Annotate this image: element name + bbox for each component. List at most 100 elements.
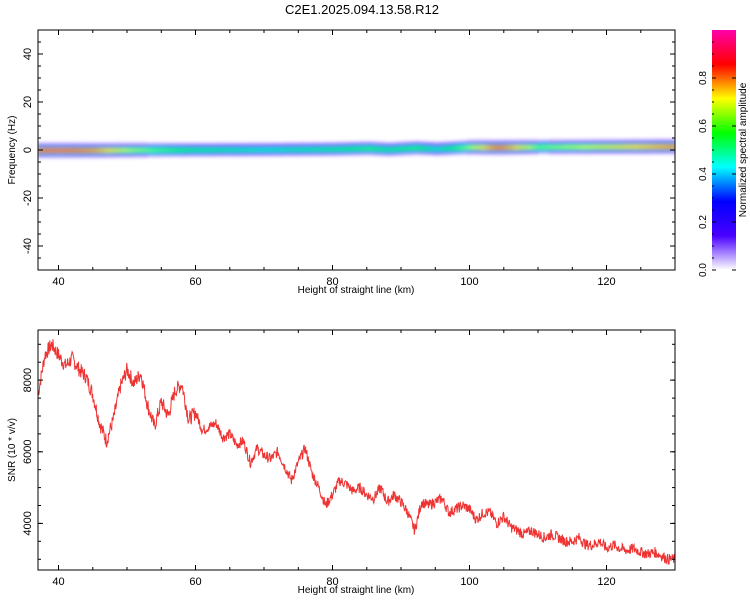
heatmap-cell bbox=[493, 148, 498, 151]
heatmap-cell bbox=[496, 141, 501, 144]
heatmap-cell bbox=[216, 151, 221, 153]
heatmap-cell bbox=[72, 151, 77, 154]
heatmap-cell bbox=[596, 147, 601, 149]
heatmap-cell bbox=[544, 144, 549, 147]
heatmap-cell bbox=[401, 148, 405, 151]
heatmap-cell bbox=[44, 151, 49, 154]
heatmap-cell bbox=[322, 150, 327, 153]
heatmap-cell bbox=[496, 150, 501, 152]
heatmap-cell bbox=[260, 143, 265, 146]
heatmap-cell bbox=[373, 146, 378, 149]
heatmap-cell bbox=[592, 139, 597, 142]
heatmap-cell bbox=[147, 146, 152, 149]
heatmap-cell bbox=[92, 148, 97, 150]
heatmap-cell bbox=[277, 146, 282, 148]
heatmap-cell bbox=[466, 147, 471, 150]
heatmap-cell bbox=[188, 152, 193, 155]
heatmap-cell bbox=[633, 140, 638, 143]
heatmap-cell bbox=[538, 146, 542, 148]
heatmap-cell bbox=[575, 145, 580, 148]
heatmap-cell bbox=[308, 148, 313, 151]
heatmap-cell bbox=[455, 150, 460, 153]
heatmap-cell bbox=[325, 150, 330, 153]
heatmap-cell bbox=[603, 144, 608, 147]
heatmap-cell bbox=[579, 147, 584, 149]
heatmap-cell bbox=[164, 144, 169, 146]
heatmap-cell bbox=[425, 148, 429, 151]
heatmap-cell bbox=[209, 144, 214, 146]
heatmap-cell bbox=[123, 145, 128, 148]
heatmap-cell bbox=[281, 143, 286, 146]
heatmap-cell bbox=[664, 139, 669, 142]
heatmap-cell bbox=[123, 148, 128, 150]
heatmap-cell bbox=[531, 149, 536, 152]
heatmap-cell bbox=[671, 151, 675, 154]
heatmap-cell bbox=[524, 149, 529, 152]
heatmap-cell bbox=[507, 148, 512, 151]
heatmap-cell bbox=[401, 142, 405, 145]
heatmap-cell bbox=[616, 142, 621, 144]
heatmap-cell bbox=[89, 144, 94, 147]
heatmap-cell bbox=[544, 141, 549, 143]
heatmap-cell bbox=[630, 139, 635, 142]
heatmap-cell bbox=[325, 148, 330, 150]
heatmap-cell bbox=[72, 155, 77, 158]
heatmap-cell bbox=[452, 145, 457, 148]
heatmap-cell bbox=[383, 144, 388, 147]
heatmap-cell bbox=[147, 153, 152, 156]
heatmap-cell bbox=[579, 144, 584, 147]
heatmap-cell bbox=[520, 147, 525, 150]
heatmap-cell bbox=[377, 149, 381, 151]
heatmap-cell bbox=[414, 150, 419, 153]
heatmap-cell bbox=[558, 148, 563, 151]
heatmap-cell bbox=[630, 148, 635, 150]
heatmap-cell bbox=[664, 146, 669, 149]
heatmap-cell bbox=[493, 141, 498, 144]
heatmap-cell bbox=[65, 143, 70, 146]
heatmap-cell bbox=[41, 155, 46, 158]
heatmap-cell bbox=[390, 144, 395, 147]
heatmap-cell bbox=[216, 150, 221, 152]
heatmap-cell bbox=[620, 151, 625, 154]
heatmap-cell bbox=[603, 151, 608, 154]
heatmap-cell bbox=[562, 144, 566, 147]
heatmap-cell bbox=[418, 144, 423, 147]
heatmap-cell bbox=[425, 142, 429, 145]
heatmap-cell bbox=[644, 146, 649, 149]
heatmap-cell bbox=[668, 148, 673, 150]
heatmap-cell bbox=[476, 141, 481, 144]
heatmap-cell bbox=[657, 149, 662, 151]
heatmap-cell bbox=[647, 151, 652, 154]
heatmap-cell bbox=[442, 142, 447, 145]
heatmap-cell bbox=[572, 139, 577, 142]
heatmap-cell bbox=[294, 147, 299, 149]
heatmap-cell bbox=[116, 148, 121, 150]
heatmap-cell bbox=[514, 146, 518, 148]
heatmap-cell bbox=[161, 147, 166, 150]
heatmap-cell bbox=[548, 152, 553, 154]
heatmap-cell bbox=[72, 147, 77, 149]
heatmap-cell bbox=[62, 153, 66, 155]
heatmap-cell bbox=[633, 146, 638, 149]
heatmap-cell bbox=[96, 143, 101, 146]
heatmap-cell bbox=[637, 149, 642, 151]
heatmap-cell bbox=[579, 142, 584, 144]
heatmap-cell bbox=[312, 153, 316, 155]
heatmap-cell bbox=[397, 152, 402, 155]
heatmap-cell bbox=[342, 150, 347, 153]
heatmap-cell bbox=[668, 144, 673, 147]
heatmap-cell bbox=[654, 145, 659, 148]
heatmap-cell bbox=[651, 142, 655, 144]
heatmap-cell bbox=[226, 150, 231, 152]
heatmap-cell bbox=[620, 145, 625, 148]
heatmap-cell bbox=[291, 153, 296, 155]
heatmap-cell bbox=[123, 151, 128, 154]
heatmap-cell bbox=[216, 145, 221, 147]
heatmap-cell bbox=[363, 150, 368, 152]
heatmap-cell bbox=[394, 150, 399, 153]
heatmap-cell bbox=[116, 150, 121, 153]
heatmap-cell bbox=[157, 146, 162, 149]
heatmap-cell bbox=[199, 152, 203, 155]
heatmap-cell bbox=[322, 143, 327, 146]
heatmap-cell bbox=[195, 153, 200, 156]
